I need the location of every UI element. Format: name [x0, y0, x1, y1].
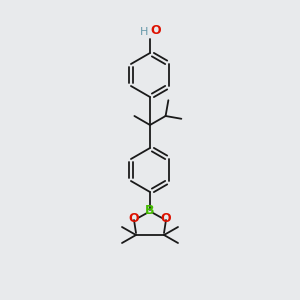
Text: B: B	[145, 203, 155, 217]
Text: H: H	[140, 27, 148, 37]
Text: O: O	[129, 212, 139, 224]
Text: O: O	[150, 24, 160, 37]
Text: O: O	[161, 212, 171, 224]
